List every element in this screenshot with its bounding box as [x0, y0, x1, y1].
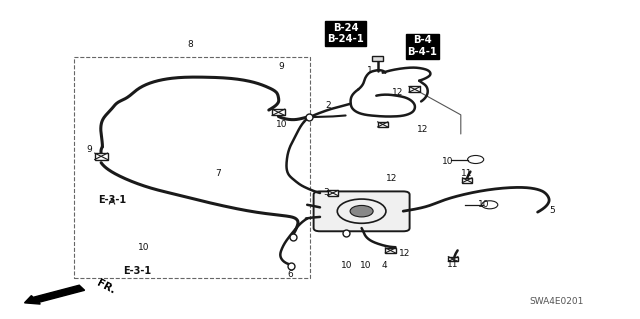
Bar — [378, 122, 388, 127]
Text: 6: 6 — [287, 271, 292, 279]
Text: 10: 10 — [442, 157, 454, 166]
Bar — [95, 153, 108, 160]
Text: 11: 11 — [461, 169, 473, 178]
Text: SWA4E0201: SWA4E0201 — [530, 297, 584, 306]
Bar — [272, 109, 285, 115]
Bar — [328, 190, 338, 196]
Circle shape — [350, 205, 373, 217]
Text: 10: 10 — [341, 261, 353, 270]
Text: 11: 11 — [447, 260, 459, 269]
Text: 9: 9 — [279, 63, 284, 71]
Text: 12: 12 — [392, 88, 404, 97]
Bar — [463, 178, 472, 182]
Bar — [74, 57, 310, 278]
Text: E-3-1: E-3-1 — [124, 265, 152, 276]
Text: 10: 10 — [360, 261, 372, 270]
Text: 10: 10 — [478, 200, 490, 209]
Text: 4: 4 — [381, 261, 387, 270]
Text: 10: 10 — [276, 120, 287, 129]
Text: 10: 10 — [138, 243, 150, 252]
Text: E-3-1: E-3-1 — [98, 195, 126, 205]
Text: 2: 2 — [326, 101, 331, 110]
Text: 3: 3 — [324, 189, 329, 197]
Bar — [385, 248, 396, 253]
Text: 12: 12 — [417, 125, 428, 134]
Text: 9: 9 — [87, 145, 92, 154]
Text: B-24
B-24-1: B-24 B-24-1 — [327, 23, 364, 44]
FancyArrow shape — [24, 285, 84, 304]
FancyBboxPatch shape — [314, 191, 410, 231]
Bar — [448, 256, 458, 262]
Text: 12: 12 — [386, 174, 397, 183]
Text: 1: 1 — [367, 66, 372, 75]
Bar — [372, 56, 383, 61]
Text: B-4
B-4-1: B-4 B-4-1 — [408, 35, 437, 57]
Text: 12: 12 — [399, 249, 410, 258]
Text: 5: 5 — [549, 206, 554, 215]
Bar — [409, 86, 420, 92]
Text: 8: 8 — [188, 40, 193, 48]
Text: 7: 7 — [215, 169, 220, 178]
Text: FR.: FR. — [95, 278, 116, 295]
